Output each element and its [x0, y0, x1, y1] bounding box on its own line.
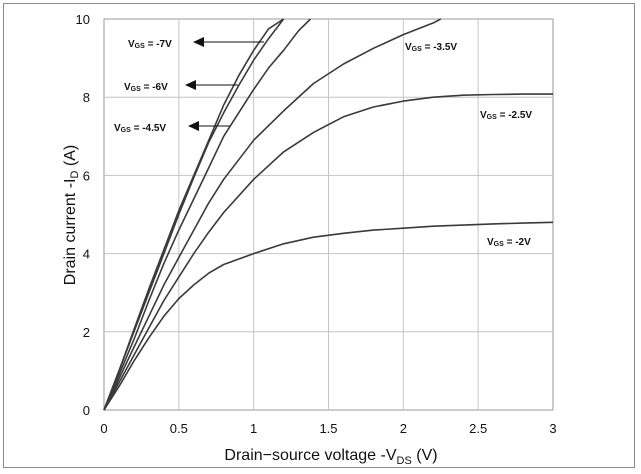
y-axis-title-unit: (A) — [62, 145, 79, 171]
series-line-4 — [103, 93, 553, 411]
x-axis-title-unit: (V) — [412, 447, 438, 464]
y-tick-label: 10 — [76, 12, 90, 27]
label-vgs-2v: VGS = -2V — [487, 237, 531, 248]
series-line-1 — [103, 18, 285, 411]
x-tick-label: 1.5 — [319, 421, 337, 436]
x-axis-title-sub: DS — [397, 455, 412, 467]
label-vgs-7v: VGS = -7V — [128, 39, 172, 50]
series-line-3 — [103, 18, 442, 411]
x-tick-label: 0.5 — [170, 421, 188, 436]
x-tick-label: 1 — [250, 421, 257, 436]
series-line-2 — [103, 18, 312, 411]
x-tick-label: 3 — [549, 421, 556, 436]
y-axis-title-main: Drain current -I — [62, 179, 79, 286]
series-line-5 — [103, 221, 554, 411]
x-axis-title: Drain−source voltage -VDS (V) — [224, 447, 437, 467]
y-axis-title-sub: D — [69, 171, 81, 179]
y-axis-title: Drain current -ID (A) — [62, 145, 81, 285]
label-vgs-4-5v: VGS = -4.5V — [114, 123, 166, 134]
tick-labels: 0 0.5 1 1.5 2 2.5 3 0 2 4 6 8 10 — [76, 12, 557, 436]
grid-lines — [104, 19, 553, 410]
y-tick-label: 6 — [83, 168, 90, 183]
label-vgs-3-5v: VGS = -3.5V — [405, 42, 457, 53]
label-vgs-2-5v: VGS = -2.5V — [480, 110, 532, 121]
arrowhead-vgs-7v — [193, 37, 204, 47]
label-vgs-6v: VGS = -6V — [124, 82, 168, 93]
arrowhead-vgs-4-5v — [188, 121, 199, 131]
y-tick-label: 8 — [83, 90, 90, 105]
y-tick-label: 0 — [83, 403, 90, 418]
x-tick-label: 0 — [100, 421, 107, 436]
y-tick-label: 4 — [83, 247, 90, 262]
x-axis-title-main: Drain−source voltage -V — [224, 447, 396, 464]
x-tick-label: 2.5 — [469, 421, 487, 436]
arrowhead-vgs-6v — [185, 80, 196, 90]
curves — [103, 18, 554, 411]
y-tick-label: 2 — [83, 325, 90, 340]
x-tick-label: 2 — [400, 421, 407, 436]
